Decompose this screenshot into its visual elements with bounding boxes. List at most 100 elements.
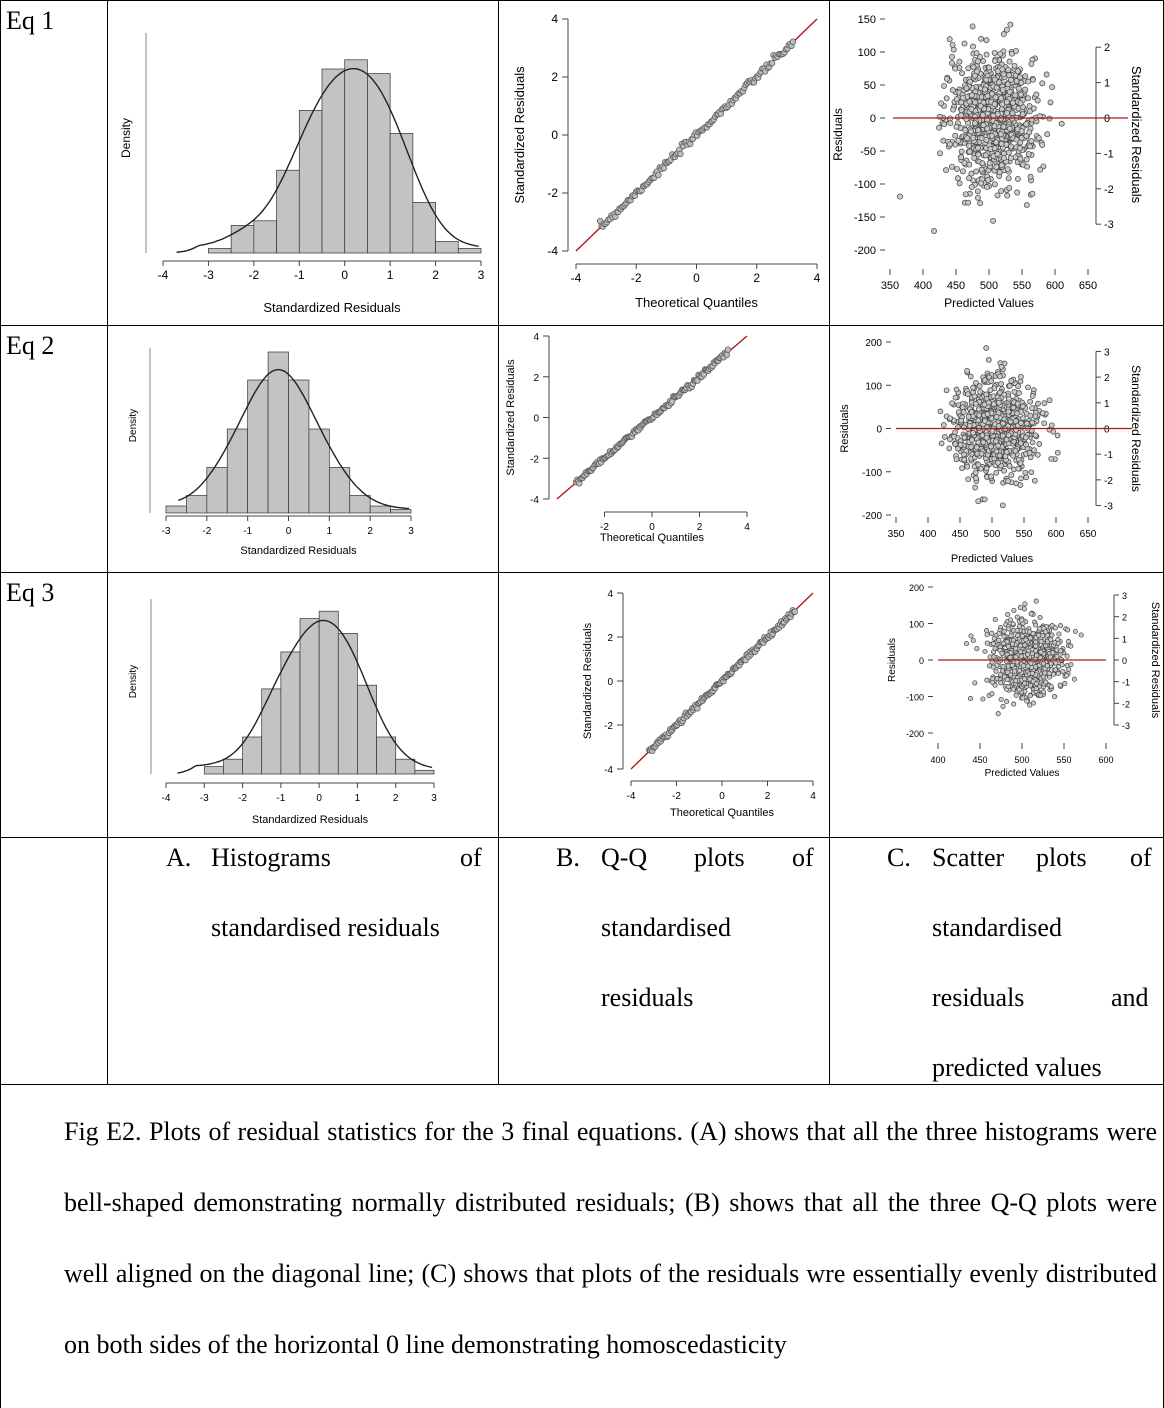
scatter-point (983, 76, 990, 83)
scatter-point (979, 160, 986, 167)
scatter-point (1023, 156, 1030, 163)
scatter-point (1052, 694, 1058, 700)
x-tick-label: 1 (355, 793, 361, 804)
histogram-bar (242, 736, 263, 775)
scatter-point (968, 128, 974, 135)
y2-axis-label: Standardized Residuals (1129, 66, 1144, 204)
x-tick-label: 550 (1016, 529, 1033, 540)
scatter-point (1033, 91, 1040, 98)
qq-point (655, 171, 662, 179)
scatter-point (1048, 422, 1055, 429)
x-tick-label: 350 (888, 529, 905, 540)
scatter-point (971, 120, 978, 127)
scatter-point (1007, 155, 1014, 162)
scatter-point (984, 125, 991, 132)
x-axis-label: Standardized Residuals (240, 545, 357, 557)
scatter-point (1044, 663, 1050, 669)
scatter-point (998, 140, 1005, 147)
x-axis-label: Predicted Values (951, 553, 1034, 565)
histogram-bar (165, 505, 187, 514)
x-tick-label: 400 (914, 280, 932, 292)
scatter-point (1047, 99, 1054, 106)
caption-c-word3: of (1130, 843, 1152, 872)
y2-tick-label: -3 (1104, 219, 1114, 231)
scatter-point (949, 41, 956, 48)
x-axis-label: Theoretical Quantiles (670, 807, 774, 819)
scatter-point (1017, 145, 1023, 152)
scatter-point (1038, 638, 1044, 645)
scatter-point (958, 112, 964, 119)
scatter-point (1029, 190, 1036, 197)
scatter-point (995, 442, 1002, 449)
scatter-point (1023, 202, 1030, 209)
histogram-bar (376, 736, 397, 775)
scatter-point (1032, 664, 1039, 670)
y2-axis-label: Standardized Residuals (1129, 365, 1143, 492)
scatter-point (974, 646, 980, 652)
scatter-point (1027, 412, 1034, 419)
histogram-bar (223, 758, 243, 775)
caption-b-word1: Q-Q (601, 843, 648, 872)
x-axis-label: Standardized Residuals (263, 300, 401, 315)
scatter-point (1000, 71, 1007, 78)
scatter-point (983, 136, 990, 143)
scatter-point (1032, 413, 1039, 420)
qq-plot-eq1-svg: -4 -2 0 2 4 -4 -2 0 2 4 Theoretical Quantiles Stand… (512, 12, 821, 310)
scatter-point (999, 650, 1005, 656)
scatter-point (999, 66, 1006, 73)
scatter-point (1005, 684, 1011, 690)
y-tick-label: -200 (906, 729, 924, 739)
scatter-point (947, 415, 954, 422)
y-tick-label: 0 (533, 414, 539, 425)
table-top-border (0, 0, 1164, 1)
y-tick-label: 0 (870, 113, 876, 125)
scatter-point (940, 137, 947, 144)
scatter-point (1046, 397, 1053, 404)
scatter-point (964, 368, 970, 374)
y2-tick-label: -2 (1104, 184, 1114, 196)
scatter-point (1013, 646, 1019, 652)
histogram-bar (208, 248, 232, 254)
y-tick-label: 50 (864, 80, 876, 92)
x-tick-label: 2 (753, 271, 760, 285)
scatter-point (983, 465, 990, 472)
scatter-point (1028, 60, 1035, 67)
x-tick-label: -2 (631, 271, 642, 285)
x-axis-label: Theoretical Quantiles (600, 532, 704, 544)
scatter-point (972, 680, 978, 686)
histogram-bar (435, 241, 459, 254)
x-tick-label: 450 (952, 529, 969, 540)
caption-b-word2: plots (694, 843, 745, 872)
scatter-point (1015, 383, 1021, 390)
scatter-point (1018, 653, 1024, 659)
scatter-point (995, 711, 1001, 717)
scatter-eq2-svg: 200 100 0 -100 -200 3 2 1 0 -1 -2 -3 350 400 450 500 550… (839, 338, 1143, 565)
scatter-point (980, 696, 986, 702)
scatter-point (1020, 415, 1026, 421)
y2-tick-label: 1 (1122, 634, 1127, 644)
caption-c-line3a: residuals (932, 983, 1025, 1012)
x-tick-label: 1 (327, 526, 333, 537)
scatter-point (1019, 403, 1026, 410)
scatter-point (968, 106, 975, 113)
scatter-point (949, 53, 955, 60)
scatter-point (1007, 654, 1013, 661)
scatter-point (961, 159, 968, 166)
y-tick-label: 4 (551, 12, 558, 26)
scatter-point (983, 434, 990, 441)
x-tick-label: 2 (367, 526, 373, 537)
y2-tick-label: 0 (1104, 425, 1110, 436)
caption-c-word1: Scatter (932, 843, 1005, 872)
scatter-point (1026, 129, 1033, 136)
scatter-point (996, 169, 1003, 176)
scatter-point (1027, 693, 1033, 699)
caption-c-line4: predicted values (932, 1053, 1102, 1082)
scatter-point (1011, 701, 1017, 707)
scatter-point (1017, 155, 1024, 162)
scatter-point (963, 85, 970, 92)
y-tick-label: -200 (862, 511, 882, 522)
histogram-bar (230, 225, 255, 254)
scatter-point (948, 163, 955, 170)
scatter-point (957, 442, 964, 448)
scatter-point (993, 164, 1000, 170)
